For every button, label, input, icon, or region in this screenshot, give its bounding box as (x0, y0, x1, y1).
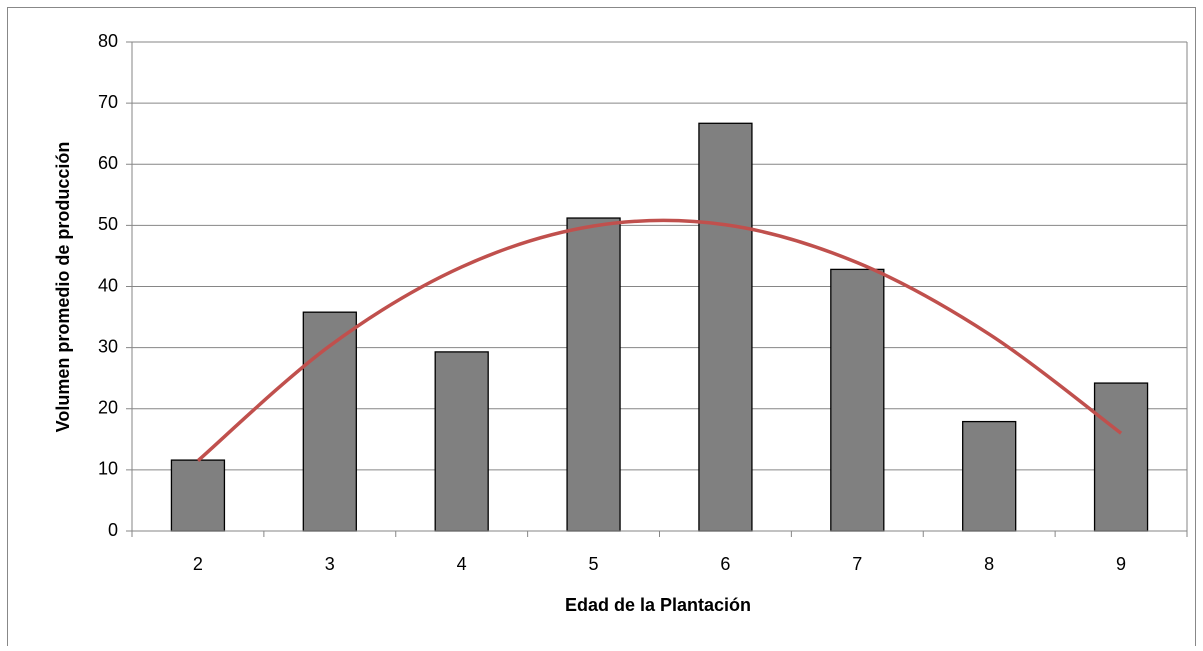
bar (962, 420, 1017, 532)
bar (1093, 382, 1149, 532)
x-tick-label: 4 (457, 554, 467, 574)
y-tick-label: 10 (98, 459, 118, 479)
x-tick-label: 8 (984, 554, 994, 574)
x-tick-label: 6 (720, 554, 730, 574)
y-tick-label: 60 (98, 153, 118, 173)
x-tick-label: 9 (1116, 554, 1126, 574)
bar (302, 311, 357, 532)
trendline (196, 218, 1123, 463)
x-tick-label: 5 (589, 554, 599, 574)
bar (566, 217, 621, 532)
bar (170, 459, 226, 532)
y-axis-title: Volumen promedio de producción (53, 142, 73, 433)
bar (830, 268, 885, 532)
y-tick-label: 20 (98, 398, 118, 418)
y-tick-label: 80 (98, 31, 118, 51)
x-tick-label: 3 (325, 554, 335, 574)
bar (434, 351, 489, 532)
y-tick-label: 0 (108, 520, 118, 540)
y-tick-label: 70 (98, 92, 118, 112)
x-axis-title: Edad de la Plantación (565, 595, 751, 615)
y-tick-label: 30 (98, 336, 118, 356)
bar (698, 122, 753, 532)
y-tick-label: 50 (98, 214, 118, 234)
x-tick-label: 7 (852, 554, 862, 574)
x-tick-label: 2 (193, 554, 203, 574)
y-tick-label: 40 (98, 275, 118, 295)
